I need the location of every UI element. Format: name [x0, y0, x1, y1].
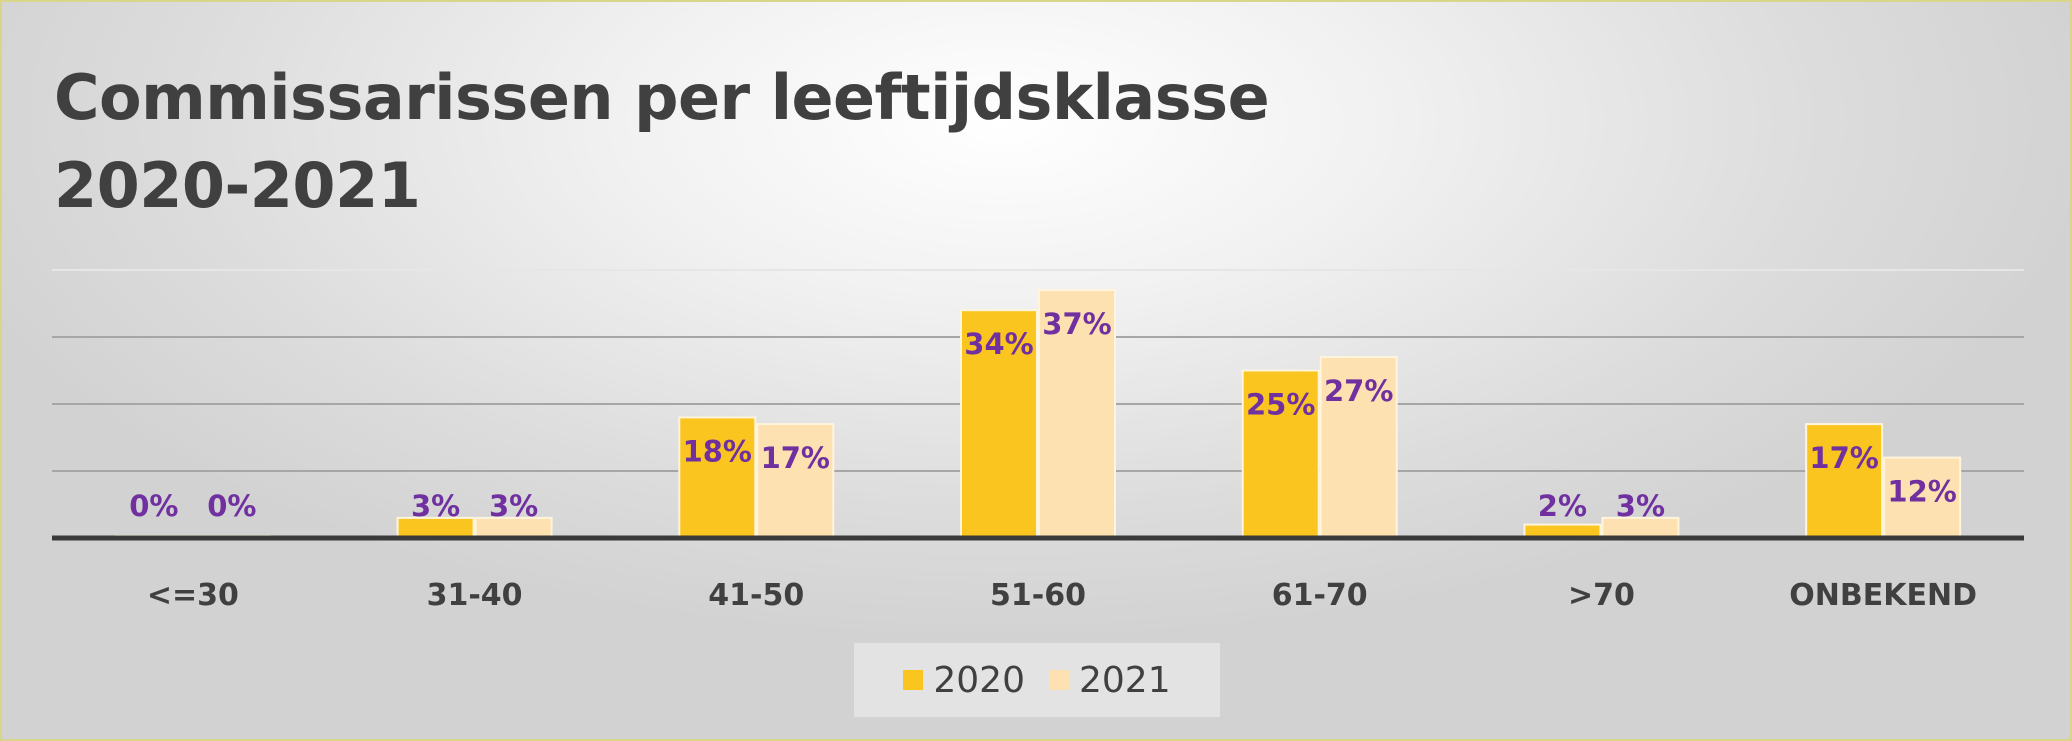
bar-2020-3	[960, 309, 1038, 540]
x-tick-label-3: 51-60	[990, 578, 1086, 613]
chart-title-line-1: Commissarissen per leeftijdsklasse	[54, 61, 1270, 134]
data-label-2021-0: 0%	[207, 489, 256, 523]
chart-title: Commissarissen per leeftijdsklasse 2020-…	[54, 54, 1270, 230]
x-tick-label-5: >70	[1568, 578, 1635, 613]
data-label-2020-6: 17%	[1809, 441, 1878, 475]
legend-item-2021: 2021	[1049, 660, 1171, 701]
data-label-2021-2: 17%	[761, 441, 830, 475]
legend-item-2020: 2020	[903, 660, 1025, 701]
data-label-2021-6: 12%	[1887, 475, 1956, 509]
chart-title-line-2: 2020-2021	[54, 149, 421, 222]
x-tick-label-6: ONBEKEND	[1789, 578, 1977, 613]
data-label-2021-1: 3%	[489, 489, 538, 523]
data-label-2020-1: 3%	[411, 489, 460, 523]
legend-label-2020: 2020	[933, 659, 1025, 701]
chart-legend: 2020 2021	[854, 643, 1220, 717]
bar-2021-2	[756, 423, 835, 540]
data-label-2020-2: 18%	[683, 434, 752, 468]
data-label-2020-5: 2%	[1538, 489, 1587, 523]
legend-label-2021: 2021	[1079, 659, 1171, 701]
data-label-2021-5: 3%	[1616, 489, 1665, 523]
x-tick-label-0: <=30	[147, 578, 239, 613]
data-label-2020-4: 25%	[1246, 388, 1315, 422]
x-tick-label-2: 41-50	[708, 578, 804, 613]
bar-2020-6	[1805, 423, 1884, 540]
x-tick-label-1: 31-40	[427, 578, 523, 613]
data-label-2020-0: 0%	[129, 489, 178, 523]
x-tick-label-4: 61-70	[1272, 578, 1368, 613]
data-label-2020-3: 34%	[964, 327, 1033, 361]
legend-swatch-2020	[903, 670, 924, 690]
data-label-2021-4: 27%	[1324, 374, 1393, 408]
bar-2020-2	[678, 416, 757, 539]
legend-swatch-2021	[1049, 670, 1069, 690]
data-label-2021-3: 37%	[1042, 307, 1111, 341]
